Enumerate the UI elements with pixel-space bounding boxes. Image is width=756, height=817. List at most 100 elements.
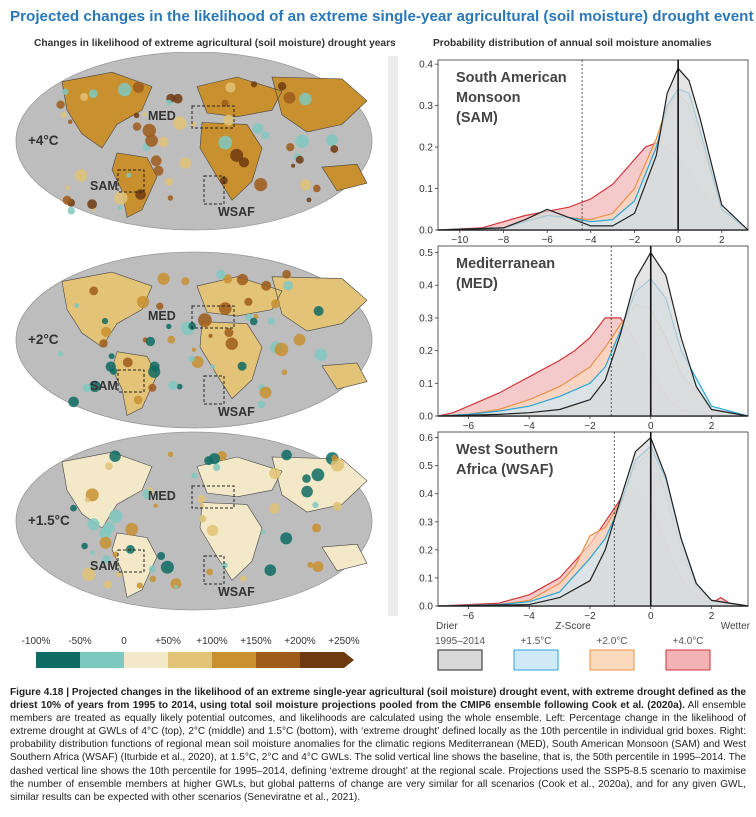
- map-patch: [295, 155, 304, 164]
- map-patch: [312, 561, 324, 572]
- map-patch: [105, 361, 117, 372]
- map-patch: [244, 297, 253, 306]
- map-patch: [153, 165, 164, 176]
- map-patch: [135, 189, 146, 200]
- x-tick-label: 2: [709, 421, 715, 432]
- map-patch: [312, 523, 321, 533]
- map-patch: [145, 336, 156, 347]
- left-subtitle: Changes in likelihood of extreme agricul…: [34, 38, 396, 49]
- map-patch: [281, 369, 288, 376]
- map-patch: [132, 81, 145, 93]
- map-patch: [261, 131, 270, 140]
- map-patch: [301, 485, 313, 498]
- region-label-med: MED: [148, 489, 176, 503]
- colorbar-arrow: [344, 652, 354, 668]
- colorbar-label: -50%: [68, 636, 91, 647]
- maps-area: MED SAM WSAF +4°C MED SAM WSAF +2°C MED SAM WSAF +1…: [15, 52, 373, 611]
- x-tick-label: −10: [451, 235, 468, 246]
- map-patch: [313, 184, 321, 193]
- map-patch: [283, 280, 293, 291]
- map-patch: [103, 521, 115, 534]
- map-patch: [300, 179, 311, 191]
- legend-swatch: [589, 649, 635, 671]
- map-patch: [191, 347, 197, 352]
- x-tick-label: −4: [523, 611, 535, 622]
- map-patch: [89, 286, 99, 296]
- map-patch: [179, 157, 191, 169]
- y-tick-label: 0.1: [419, 184, 433, 195]
- map-patch: [133, 112, 140, 119]
- panel-region-label: (SAM): [456, 110, 498, 126]
- map-2: MED SAM WSAF +1.5°C: [15, 431, 373, 611]
- right-subtitle: Probability distribution of annual soil …: [433, 38, 712, 49]
- map-patch: [312, 501, 319, 509]
- region-label-med: MED: [148, 309, 176, 323]
- map-patch: [57, 351, 64, 357]
- series-curve: [437, 437, 749, 607]
- region-box-wsaf: [203, 375, 225, 405]
- x-tick-label: 0: [648, 421, 654, 432]
- map-patch: [142, 112, 147, 117]
- map-patch: [267, 317, 275, 325]
- y-tick-label: 0.0: [419, 226, 433, 237]
- panel-region-label: West Southern: [456, 442, 558, 458]
- figure-caption: Figure 4.18 | Projected changes in the l…: [10, 686, 746, 804]
- map-patch: [108, 353, 115, 360]
- map-patch: [173, 93, 183, 104]
- map-patch: [213, 463, 221, 472]
- panel-region-label: Mediterranean: [456, 256, 555, 272]
- colorbar-label: +50%: [155, 636, 181, 647]
- panel-region-label: South American: [456, 70, 567, 86]
- map-patch: [153, 503, 158, 508]
- colorbar-swatch: [256, 652, 301, 668]
- region-box-sam: [117, 169, 145, 193]
- map-patch: [245, 313, 253, 321]
- colorbar-label: -100%: [22, 636, 51, 647]
- region-box-wsaf: [203, 555, 225, 585]
- y-tick-label: 0.5: [419, 248, 433, 259]
- map-patch: [210, 364, 216, 369]
- map-patch: [330, 458, 345, 472]
- map-patch: [82, 567, 96, 581]
- map-patch: [191, 472, 198, 479]
- map-patch: [223, 114, 235, 126]
- y-tick-label: 0.2: [419, 545, 433, 556]
- x-tick-label: 2: [719, 235, 725, 246]
- map-patch: [166, 323, 172, 330]
- map-patch: [326, 134, 338, 147]
- map-patch: [133, 395, 143, 405]
- map-patch: [306, 197, 312, 203]
- axis-zscore: Z-Score: [555, 621, 591, 632]
- map-patch: [126, 172, 132, 178]
- region-label-wsaf: WSAF: [218, 205, 255, 219]
- map-patch: [90, 550, 96, 556]
- map-patch: [61, 88, 69, 96]
- region-box-med: [191, 305, 235, 329]
- caption-text: All ensemble members are treated as equa…: [10, 700, 747, 803]
- map-patch: [219, 302, 232, 315]
- x-tick-label: −4: [585, 235, 597, 246]
- map-patch: [249, 317, 258, 326]
- colorbar-label: +100%: [196, 636, 228, 647]
- map-patch: [224, 328, 234, 338]
- region-box-sam: [117, 369, 145, 393]
- map-patch: [280, 532, 293, 545]
- map-patch: [260, 529, 266, 535]
- map-patch: [236, 273, 249, 286]
- y-tick-label: 0.3: [419, 313, 433, 324]
- region-box-wsaf: [203, 175, 225, 205]
- map-patch: [157, 552, 166, 560]
- map-patch: [176, 383, 183, 390]
- map-patch: [261, 280, 272, 291]
- map-patch: [105, 462, 113, 471]
- x-tick-label: −6: [541, 235, 553, 246]
- map-patch: [109, 509, 123, 523]
- map-patch: [314, 348, 327, 361]
- x-tick-label: 0: [675, 235, 681, 246]
- map-patch: [311, 468, 325, 482]
- map-patch: [67, 206, 76, 215]
- map-patch: [293, 333, 306, 346]
- y-tick-label: 0.4: [419, 60, 433, 71]
- map-0: MED SAM WSAF +4°C: [15, 52, 373, 231]
- map-patch: [259, 386, 272, 399]
